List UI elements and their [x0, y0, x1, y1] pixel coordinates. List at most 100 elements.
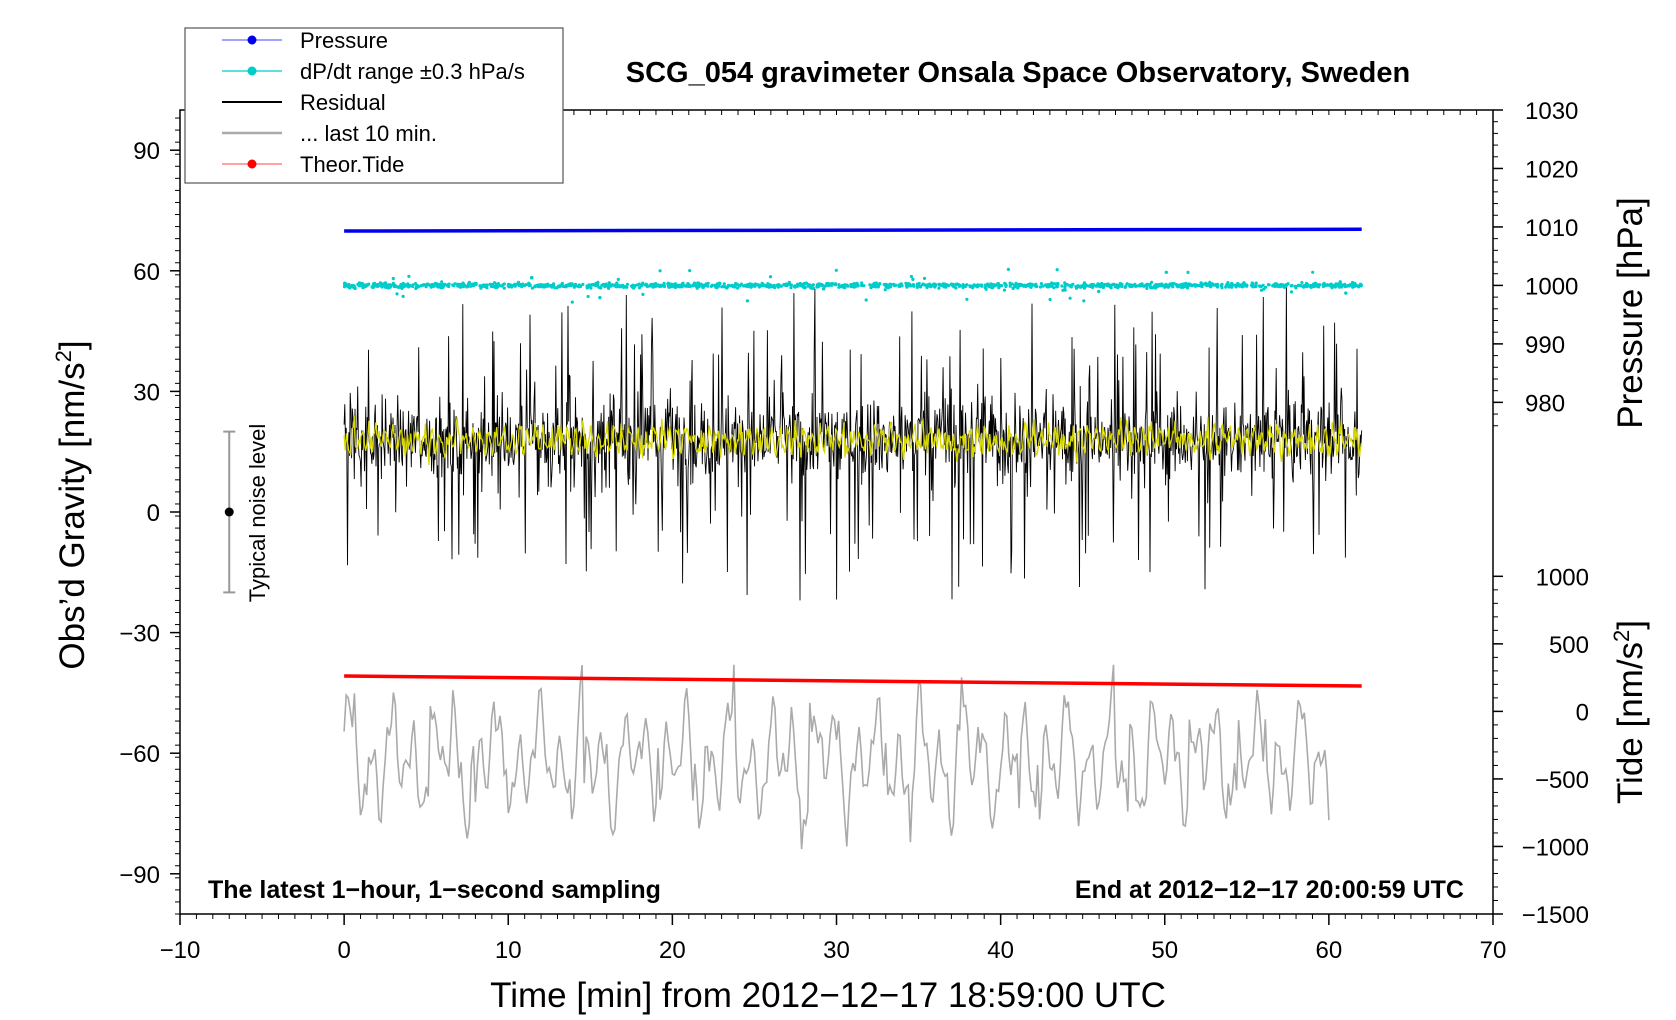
dpdt-point: [383, 281, 388, 285]
legend-label-residual: Residual: [300, 90, 386, 115]
dpdt-point: [612, 283, 617, 287]
dpdt-point: [510, 284, 514, 288]
dpdt-point: [702, 283, 706, 287]
dpdt-point: [1179, 285, 1183, 289]
dpdt-point: [1344, 291, 1348, 295]
dpdt-point: [1019, 283, 1023, 287]
legend-dot-tide: [247, 159, 257, 169]
dpdt-point: [1282, 285, 1287, 289]
dpdt-point: [1061, 288, 1065, 292]
dpdt-point: [621, 283, 625, 287]
dpdt-point: [545, 284, 549, 288]
dpdt-point: [1245, 283, 1249, 287]
dpdt-point: [944, 283, 949, 287]
dpdt-point: [686, 282, 691, 286]
dpdt-point: [827, 283, 831, 288]
dpdt-point: [1164, 270, 1168, 274]
dpdt-point: [1145, 283, 1149, 287]
dpdt-point: [784, 282, 788, 286]
dpdt-point: [1230, 281, 1234, 285]
dpdt-point: [1296, 283, 1300, 287]
dpdt-point: [1008, 284, 1012, 288]
dpdt-point: [888, 282, 893, 286]
dpdt-point: [993, 283, 997, 287]
dpdt-point: [958, 283, 962, 287]
dpdt-point: [1064, 283, 1068, 287]
y-axis-pressure: 1030 1020 1010 1000 990 980: [1493, 98, 1578, 427]
dpdt-point: [1053, 282, 1057, 286]
dpdt-point: [1091, 285, 1095, 289]
dpdt-point: [1347, 284, 1352, 288]
dpdt-point: [1063, 286, 1067, 290]
series-filtered-residual: [343, 416, 1363, 465]
chart-title: SCG_054 gravimeter Onsala Space Observat…: [626, 57, 1410, 89]
dpdt-point: [801, 283, 806, 287]
dpdt-point: [610, 283, 614, 287]
dpdt-point: [1029, 285, 1033, 289]
dpdt-point: [502, 286, 506, 290]
dpdt-point: [567, 284, 571, 288]
dpdt-point: [1038, 285, 1043, 289]
dpdt-point: [996, 282, 1000, 286]
dpdt-point: [1262, 287, 1266, 291]
dpdt-point: [938, 283, 942, 287]
dpdt-point: [878, 282, 882, 286]
dpdt-point: [637, 286, 642, 290]
dpdt-point: [1082, 299, 1086, 303]
dpdt-point: [820, 283, 824, 287]
dpdt-point: [1299, 284, 1303, 288]
dpdt-point: [1017, 282, 1021, 286]
dpdt-point: [463, 284, 467, 288]
dpdt-point: [1095, 284, 1099, 288]
dpdt-point: [1063, 288, 1067, 292]
dpdt-point: [1273, 284, 1277, 288]
x-tick-label: −10: [160, 937, 201, 964]
y-tick-label-left: −90: [119, 862, 160, 889]
dpdt-point: [1309, 283, 1313, 288]
dpdt-point: [1039, 282, 1043, 286]
dpdt-point: [348, 286, 352, 290]
dpdt-point: [899, 282, 903, 286]
dpdt-point: [692, 281, 697, 285]
dpdt-point: [1258, 284, 1263, 288]
dpdt-point: [615, 281, 619, 285]
dpdt-point: [811, 283, 815, 287]
x-tick-label: 30: [823, 937, 850, 964]
tide-tick-label: 0: [1576, 699, 1589, 726]
series-theor-tide: [344, 674, 1362, 688]
dpdt-point: [753, 284, 757, 288]
dpdt-point: [1097, 289, 1101, 294]
dpdt-point: [1124, 284, 1128, 288]
dpdt-point: [1261, 283, 1265, 287]
x-axis: −10 0 10 20 30 40 50 60 70: [160, 110, 1507, 964]
dpdt-point: [483, 283, 487, 287]
x-tick-label: 0: [337, 937, 350, 964]
dpdt-point: [1159, 284, 1163, 288]
dpdt-point: [736, 286, 740, 290]
dpdt-point: [490, 284, 494, 288]
dpdt-point: [834, 282, 838, 286]
dpdt-point: [766, 284, 771, 288]
dpdt-point: [1186, 270, 1190, 274]
tide-tick-label: 500: [1549, 632, 1589, 659]
x-tick-label: 50: [1151, 937, 1178, 964]
dpdt-point: [479, 284, 483, 288]
dpdt-point: [470, 282, 474, 287]
dpdt-point: [630, 284, 634, 288]
dpdt-point: [849, 283, 853, 287]
dpdt-point: [973, 284, 977, 288]
series-last-10-min: [343, 664, 1330, 850]
x-tick-label: 70: [1480, 937, 1507, 964]
dpdt-point: [1134, 284, 1138, 288]
dpdt-point: [426, 282, 430, 286]
dpdt-point: [500, 284, 504, 288]
dpdt-point: [388, 285, 392, 289]
dpdt-point: [928, 282, 932, 286]
y-axis-label-tide: Tide [nm/s2]: [1609, 620, 1650, 804]
legend-dot-dpdt: [247, 66, 257, 76]
dpdt-point: [363, 283, 367, 287]
dpdt-point: [823, 284, 827, 288]
pressure-tick-label: 1010: [1525, 215, 1578, 242]
dpdt-point: [1002, 288, 1007, 292]
dpdt-point: [432, 284, 436, 288]
